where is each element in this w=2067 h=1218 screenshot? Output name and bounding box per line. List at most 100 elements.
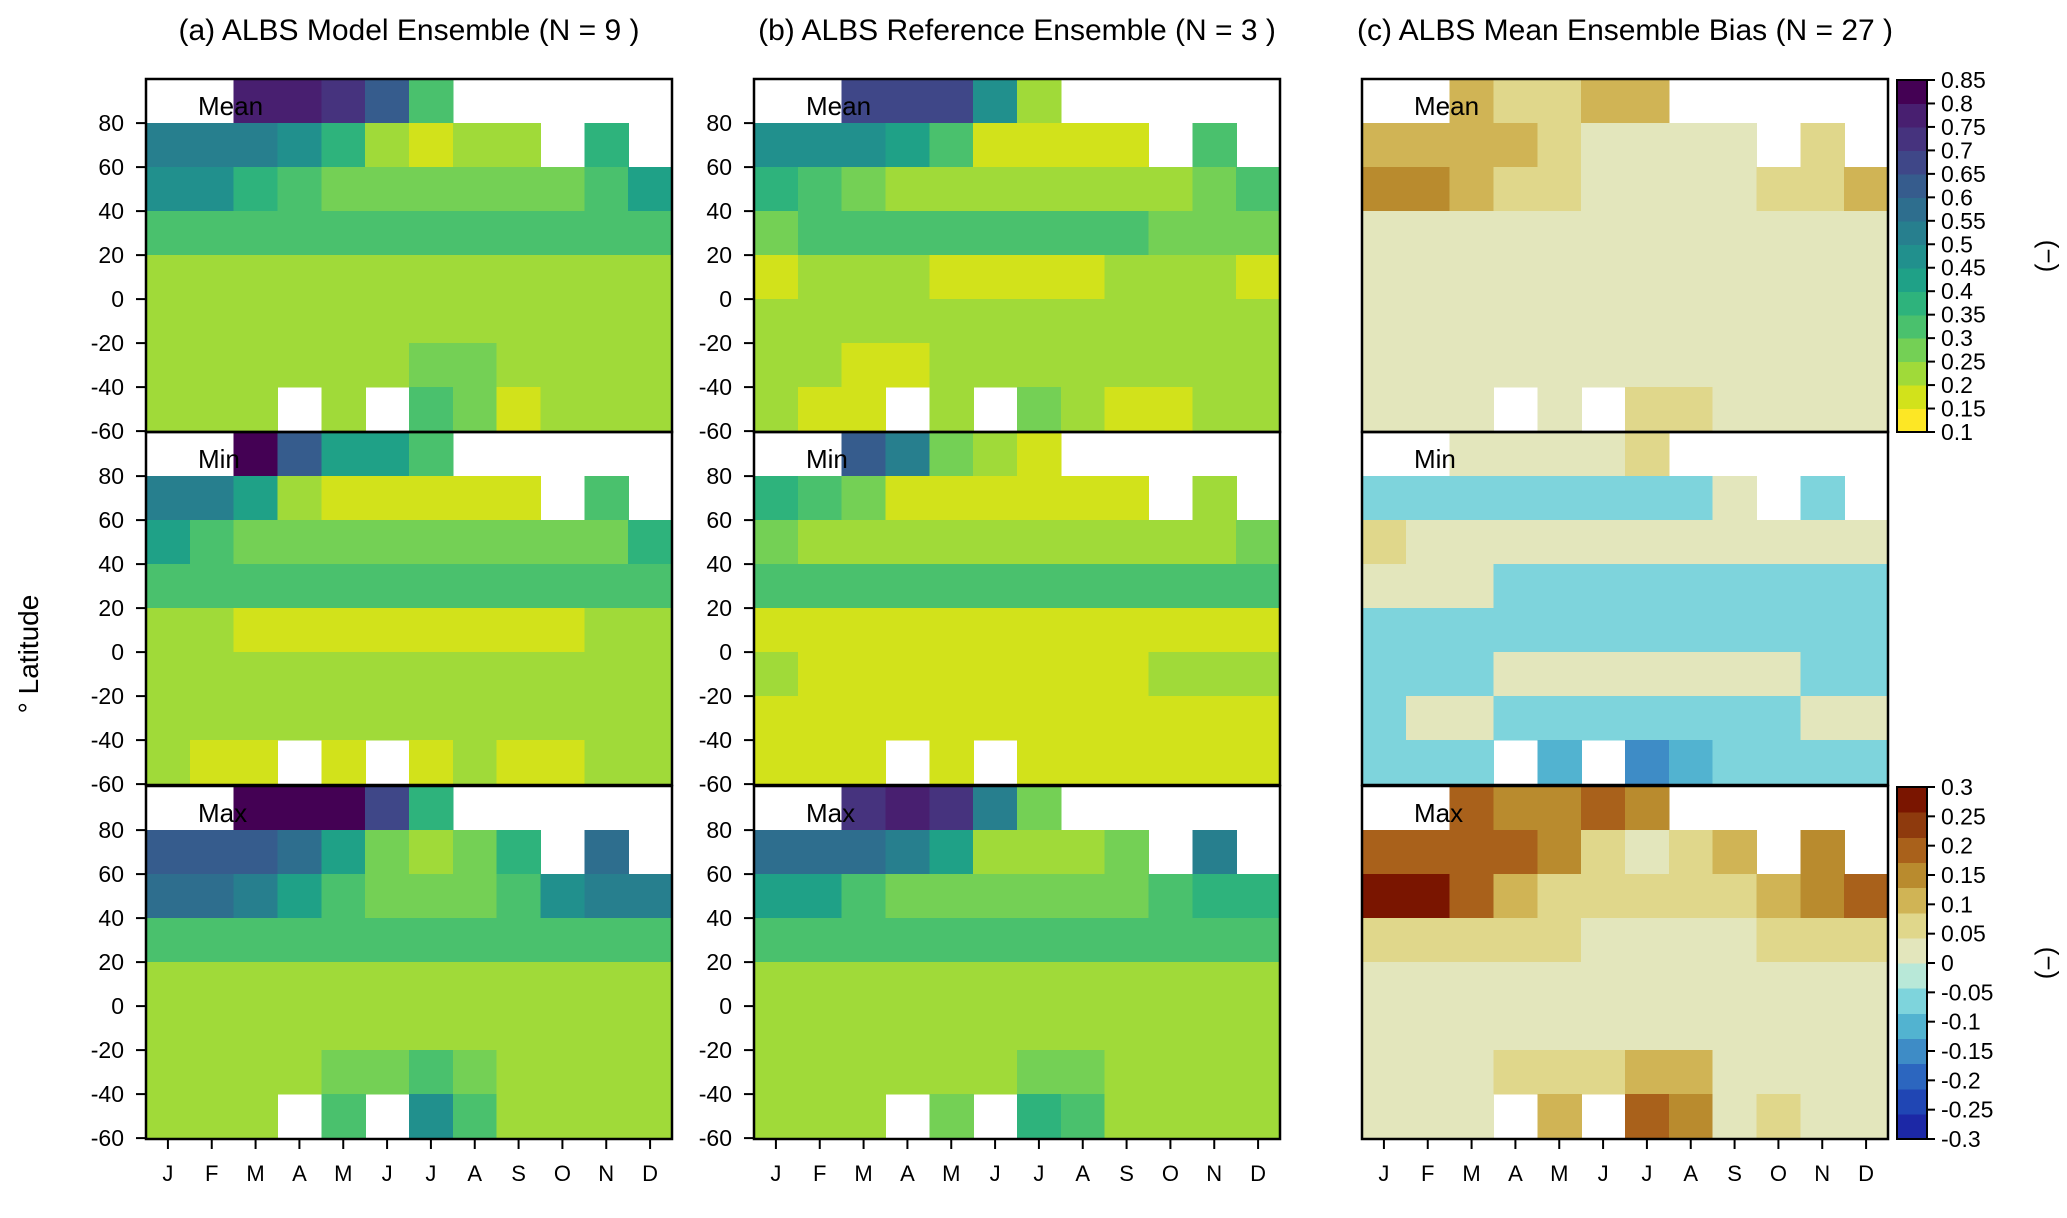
lat-tick-label: 40 — [98, 198, 124, 224]
heatmap-cell — [841, 1050, 887, 1095]
heatmap-cell — [409, 476, 454, 521]
heatmap-cells — [146, 79, 1927, 1140]
heatmap-cell — [1060, 652, 1106, 697]
heatmap-cell — [540, 696, 585, 741]
heatmap-cell — [409, 652, 454, 697]
heatmap-cell — [1362, 520, 1407, 565]
heatmap-cell — [1192, 255, 1237, 300]
heatmap-cell — [1537, 79, 1582, 124]
heatmap-cell — [277, 123, 322, 168]
heatmap-cell — [628, 520, 673, 565]
heatmap-cell — [365, 79, 410, 124]
heatmap-cell — [1712, 299, 1758, 344]
heatmap-cell — [1449, 343, 1495, 388]
heatmap-cell — [1192, 123, 1237, 168]
lat-tick-label: 80 — [706, 817, 732, 843]
heatmap-cell — [797, 874, 843, 919]
lat-tick-label: -40 — [699, 727, 732, 753]
heatmap-cell — [973, 167, 1018, 212]
heatmap-cell — [452, 608, 498, 653]
heatmap-cell — [1060, 299, 1106, 344]
heatmap-cell — [1236, 520, 1281, 565]
heatmap-cell — [189, 299, 235, 344]
heatmap-cell — [1625, 652, 1670, 697]
heatmap-cell — [1449, 123, 1495, 168]
heatmap-cell — [1148, 696, 1193, 741]
heatmap-cell — [885, 167, 930, 212]
heatmap-cell — [973, 476, 1018, 521]
heatmap-cell — [1844, 962, 1889, 1007]
heatmap-cell — [1712, 1006, 1758, 1051]
heatmap-cell — [1537, 874, 1582, 919]
stat-label: Mean — [806, 91, 871, 121]
lat-tick-label: -60 — [699, 418, 732, 444]
heatmap-cell — [452, 652, 498, 697]
heatmap-cell — [841, 123, 887, 168]
heatmap-cell — [1192, 740, 1237, 785]
heatmap-cell — [1148, 740, 1193, 785]
heatmap-cell — [1236, 608, 1281, 653]
lat-tick-label: 0 — [111, 286, 124, 312]
heatmap-cell — [1148, 564, 1193, 609]
heatmap-cell — [1017, 740, 1062, 785]
colorbar-swatch — [1897, 150, 1927, 175]
heatmap-cell — [929, 740, 974, 785]
heatmap-cell — [973, 830, 1018, 875]
heatmap-cell — [189, 564, 235, 609]
heatmap-cell — [540, 211, 585, 256]
colorbar-tick-label: 0.15 — [1941, 862, 1986, 888]
heatmap-cell — [1104, 962, 1150, 1007]
heatmap-cell — [540, 874, 585, 919]
heatmap-cell — [584, 564, 629, 609]
heatmap-cell — [584, 211, 629, 256]
heatmap-cell — [277, 255, 322, 300]
heatmap-cell — [452, 874, 498, 919]
heatmap-cell — [754, 696, 799, 741]
heatmap-cell — [584, 343, 629, 388]
heatmap-cell — [973, 343, 1018, 388]
heatmap-cell — [754, 1006, 799, 1051]
heatmap-cell — [146, 211, 191, 256]
heatmap-cell — [797, 962, 843, 1007]
heatmap-cell — [1017, 786, 1062, 831]
heatmap-cell — [797, 1006, 843, 1051]
month-tick-label: N — [1206, 1161, 1222, 1186]
heatmap-cell — [1844, 299, 1889, 344]
month-tick-label: O — [1770, 1161, 1787, 1186]
heatmap-cell — [628, 167, 673, 212]
heatmap-cell — [277, 1006, 322, 1051]
heatmap-cell — [189, 874, 235, 919]
heatmap-cell — [929, 608, 974, 653]
heatmap-cell — [584, 1094, 629, 1139]
heatmap-cell — [233, 608, 279, 653]
heatmap-cell — [496, 1050, 542, 1095]
heatmap-cell — [1844, 1094, 1889, 1139]
heatmap-cell — [1449, 520, 1495, 565]
heatmap-cell — [1537, 564, 1582, 609]
heatmap-cell — [1668, 520, 1714, 565]
heatmap-cell — [321, 696, 366, 741]
heatmap-cell — [233, 476, 279, 521]
heatmap-cell — [1017, 123, 1062, 168]
heatmap-cell — [233, 874, 279, 919]
heatmap-cell — [1625, 608, 1670, 653]
month-tick-label: O — [1162, 1161, 1179, 1186]
colorbar-swatch — [1897, 126, 1927, 151]
heatmap-cell — [841, 696, 887, 741]
heatmap-cell — [496, 1094, 542, 1139]
heatmap-cell — [233, 211, 279, 256]
heatmap-cell — [452, 696, 498, 741]
heatmap-cell — [1712, 652, 1758, 697]
heatmap-cell — [1449, 211, 1495, 256]
heatmap-cell — [797, 696, 843, 741]
heatmap-cell — [277, 476, 322, 521]
heatmap-cell — [1537, 652, 1582, 697]
heatmap-cell — [1625, 299, 1670, 344]
heatmap-cell — [1756, 962, 1801, 1007]
month-tick-label: J — [162, 1161, 173, 1186]
colorbar-tick-label: 0.5 — [1941, 231, 1973, 257]
heatmap-cell — [1581, 167, 1626, 212]
lat-tick-label: 20 — [706, 949, 732, 975]
lat-tick-label: 20 — [98, 595, 124, 621]
colorbar-tick-label: -0.05 — [1941, 979, 1993, 1005]
